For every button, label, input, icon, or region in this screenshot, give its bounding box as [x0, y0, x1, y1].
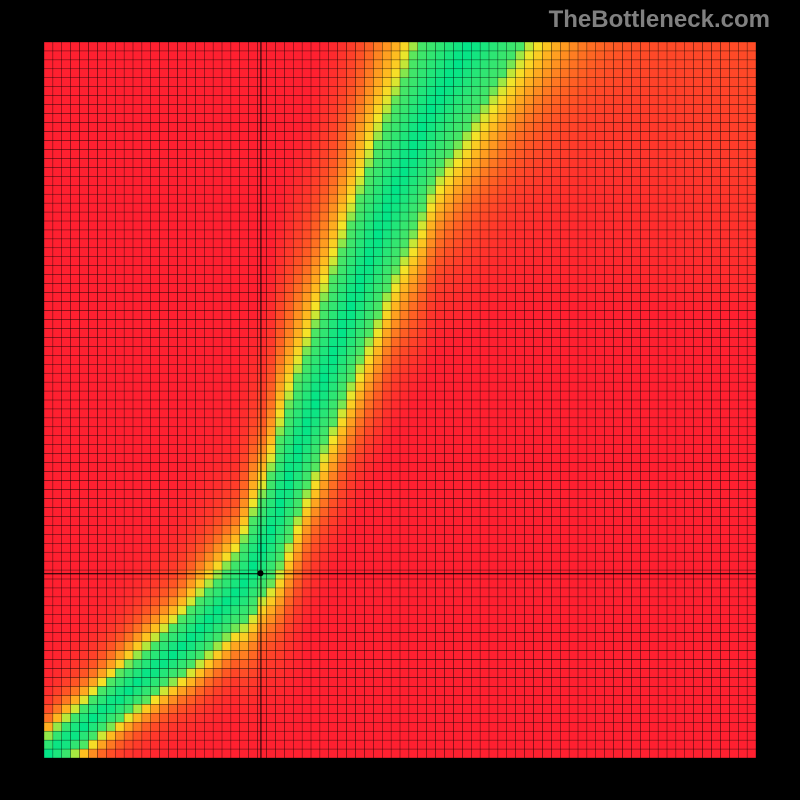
- bottleneck-heatmap: [0, 0, 800, 800]
- chart-container: TheBottleneck.com: [0, 0, 800, 800]
- watermark-text: TheBottleneck.com: [549, 6, 770, 34]
